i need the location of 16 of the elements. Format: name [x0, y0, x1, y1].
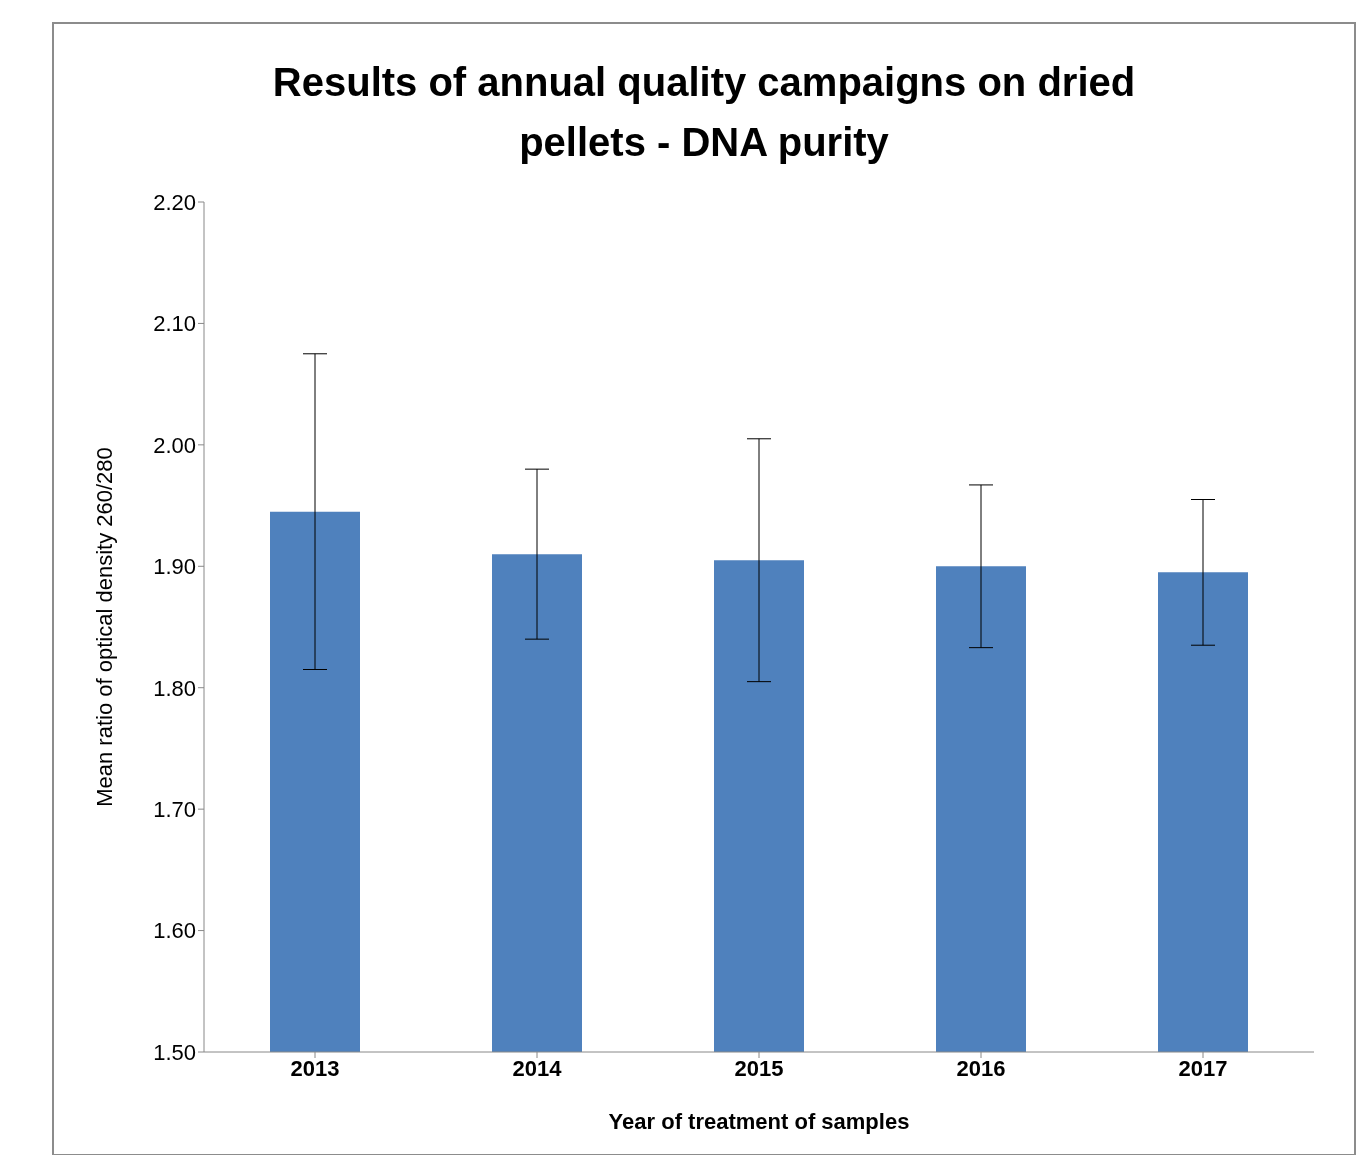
x-tick-label: 2015 — [734, 1055, 784, 1081]
y-tick-label: 1.80 — [153, 675, 196, 701]
y-tick-label: 1.90 — [153, 554, 196, 580]
x-tick-label: 2016 — [956, 1055, 1006, 1081]
x-tick-label: 2017 — [1178, 1055, 1228, 1081]
y-tick-label: 2.10 — [153, 311, 196, 337]
x-axis-title: Year of treatment of samples — [608, 1109, 910, 1134]
y-tick-label: 1.70 — [153, 796, 196, 822]
y-tick-label: 2.20 — [153, 189, 196, 215]
chart-title: Results of annual quality campaigns on dried pellets - DNA purity — [271, 59, 1137, 166]
y-tick-label: 1.50 — [153, 1039, 196, 1065]
y-tick-label: 1.60 — [153, 918, 196, 944]
x-tick-label: 2014 — [512, 1055, 563, 1081]
y-tick-label: 2.00 — [153, 432, 196, 458]
x-tick-label: 2013 — [290, 1055, 340, 1081]
y-axis-title: Mean ratio of optical density 260/280 — [91, 447, 117, 807]
